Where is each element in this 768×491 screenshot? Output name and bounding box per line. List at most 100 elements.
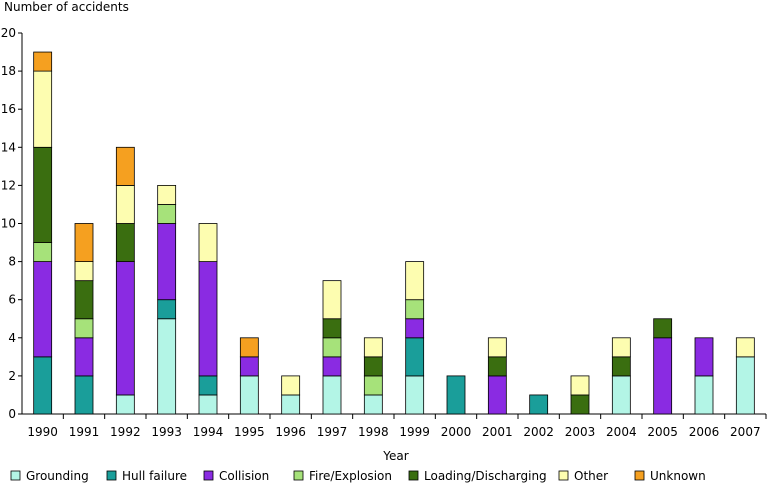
bar-segment — [33, 356, 53, 415]
bar-segment — [33, 242, 53, 263]
bar-segment — [239, 375, 259, 415]
bar-segment — [405, 337, 425, 377]
legend-item: Hull failure — [106, 469, 187, 483]
x-tick-label: 2000 — [441, 425, 472, 439]
bar-segment — [115, 261, 135, 396]
bar-segment — [239, 356, 259, 377]
bar-segment — [157, 318, 177, 415]
bar-segment — [74, 318, 94, 339]
bar-segment — [322, 375, 342, 415]
legend-label: Collision — [219, 469, 269, 483]
bar-segment — [239, 337, 259, 358]
legend-item: Grounding — [10, 469, 89, 483]
y-axis-title: Number of accidents — [4, 0, 129, 14]
bar-segment — [115, 184, 135, 224]
x-tick-label: 2002 — [523, 425, 554, 439]
x-tick-label: 1999 — [399, 425, 430, 439]
legend-item: Other — [558, 469, 608, 483]
bar-segment — [198, 375, 218, 396]
legend-item: Fire/Explosion — [293, 469, 392, 483]
x-tick-label: 1998 — [358, 425, 389, 439]
bar-segment — [570, 375, 590, 396]
bar-segment — [115, 146, 135, 186]
bar-segment — [735, 337, 755, 358]
bar-segment — [653, 337, 673, 415]
bar-segment — [74, 280, 94, 320]
x-axis-title: Year — [382, 449, 408, 463]
bar-segment — [198, 223, 218, 262]
bar-segment — [694, 375, 714, 415]
bar-segment — [157, 223, 177, 301]
bar-segment — [115, 394, 135, 415]
legend-swatch — [558, 470, 569, 481]
legend-label: Other — [574, 469, 608, 483]
legend-swatch — [203, 470, 214, 481]
y-tick-label: 6 — [8, 293, 16, 307]
bar-segment — [74, 337, 94, 377]
y-tick-label: 12 — [1, 178, 16, 192]
bar-segment — [33, 146, 53, 243]
bar-segment — [281, 394, 301, 415]
y-tick-label: 16 — [1, 102, 16, 116]
legend-item: Loading/Discharging — [408, 469, 547, 483]
x-tick-label: 2003 — [565, 425, 596, 439]
legend-swatch — [10, 470, 21, 481]
y-tick-label: 4 — [8, 331, 16, 345]
bar-segment — [653, 318, 673, 339]
legend-label: Fire/Explosion — [309, 469, 392, 483]
bar-segment — [405, 299, 425, 320]
bar-segment — [33, 261, 53, 358]
x-tick-label: 2004 — [606, 425, 637, 439]
bar-segment — [115, 223, 135, 262]
legend-item: Unknown — [634, 469, 706, 483]
bar-segment — [611, 337, 631, 358]
x-tick-label: 1994 — [193, 425, 224, 439]
bar-segment — [74, 375, 94, 415]
legend-label: Grounding — [26, 469, 89, 483]
bar-segment — [322, 318, 342, 339]
bar-segment — [363, 337, 383, 358]
legend-swatch — [408, 470, 419, 481]
y-tick-label: 14 — [1, 140, 16, 154]
bar-segment — [198, 261, 218, 377]
x-tick-label: 1995 — [234, 425, 265, 439]
x-tick-label: 2007 — [730, 425, 761, 439]
bar-segment — [74, 261, 94, 282]
x-tick-label: 2005 — [647, 425, 678, 439]
legend-swatch — [106, 470, 117, 481]
bar-segment — [487, 337, 507, 358]
bar-segment — [363, 356, 383, 377]
bar-segment — [74, 223, 94, 262]
bar-segment — [157, 299, 177, 320]
x-tick-label: 1990 — [27, 425, 58, 439]
bar-segment — [363, 394, 383, 415]
bar-segment — [157, 184, 177, 205]
legend-label: Unknown — [650, 469, 706, 483]
bar-segment — [611, 375, 631, 415]
bar-segment — [322, 337, 342, 358]
bar-segment — [322, 356, 342, 377]
legend-swatch — [634, 470, 645, 481]
bar-segment — [281, 375, 301, 396]
bar-segment — [405, 375, 425, 415]
bar-segment — [198, 394, 218, 415]
y-tick-label: 10 — [1, 217, 16, 231]
bar-segment — [570, 394, 590, 415]
bar-segment — [405, 261, 425, 301]
bar-segment — [735, 356, 755, 415]
plot-area: 0 2 4 6 8 10 12 14 16 18 20 1990 1991 1992 1993 1994 199… — [1, 26, 767, 439]
bar-segment — [611, 356, 631, 377]
bar-segment — [322, 280, 342, 320]
bar-segment — [446, 375, 466, 415]
legend-swatch — [293, 470, 304, 481]
legend: Grounding Hull failure Collision Fire/Explo… — [10, 469, 706, 483]
bar-segment — [33, 70, 53, 148]
bar-segment — [157, 204, 177, 224]
legend-label: Loading/Discharging — [424, 469, 547, 483]
x-tick-label: 2001 — [482, 425, 513, 439]
y-tick-label: 2 — [8, 369, 16, 383]
x-tick-label: 2006 — [689, 425, 720, 439]
x-tick-label: 1996 — [275, 425, 306, 439]
